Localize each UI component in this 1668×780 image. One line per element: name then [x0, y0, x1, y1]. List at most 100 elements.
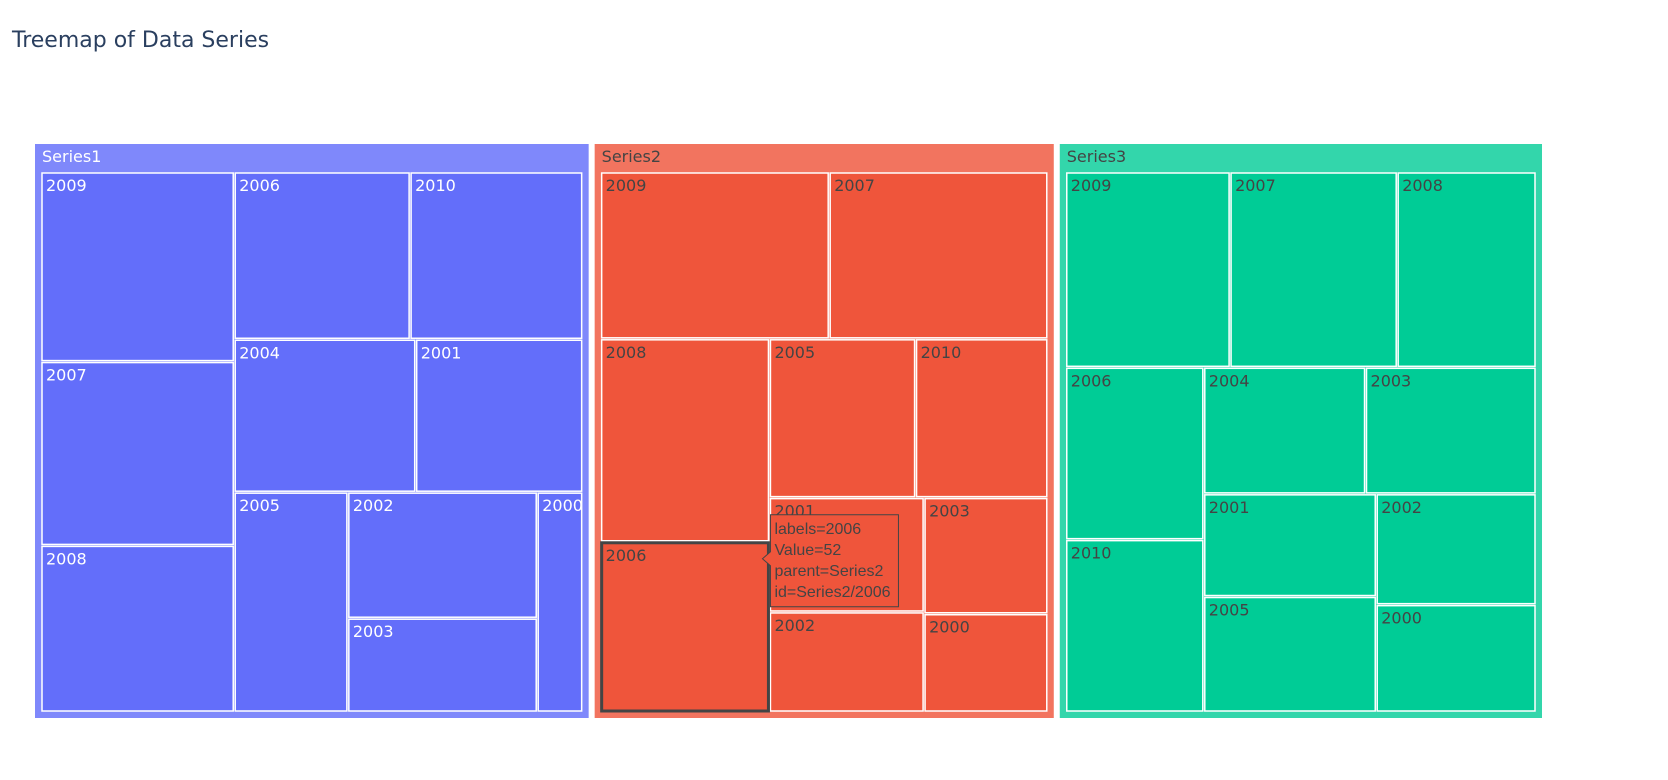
tile-rect[interactable] [1230, 172, 1397, 368]
tooltip-line: parent=Series2 [774, 563, 883, 580]
tile-rect[interactable] [924, 613, 1048, 712]
treemap-tile[interactable]: 2007 [41, 361, 234, 546]
tile-label: 2000 [542, 496, 583, 515]
treemap-tile[interactable]: 2002 [769, 612, 924, 712]
treemap-tile[interactable]: 2009 [600, 172, 829, 339]
tile-label: 2005 [239, 496, 280, 515]
tile-rect[interactable] [600, 172, 829, 339]
tile-rect[interactable] [924, 497, 1048, 614]
tooltip-box [761, 514, 899, 608]
treemap-tile[interactable]: 2002 [348, 492, 537, 618]
tile-rect[interactable] [348, 492, 537, 618]
tile-rect[interactable] [537, 492, 583, 712]
treemap-tile[interactable]: 2008 [1397, 172, 1536, 368]
tile-rect[interactable] [410, 172, 583, 340]
tile-label: 2002 [353, 496, 394, 515]
treemap-tile[interactable]: 2003 [924, 497, 1048, 614]
hover-highlight [600, 541, 770, 713]
tile-label: 2010 [921, 343, 962, 362]
tile-label: 2000 [929, 618, 970, 637]
tile-label: 2004 [239, 343, 280, 362]
tile-rect[interactable] [1397, 172, 1536, 368]
treemap-tile[interactable]: 2007 [829, 172, 1048, 339]
tile-label: 2002 [1381, 498, 1422, 517]
treemap-tile[interactable]: 2008 [600, 339, 770, 542]
tile-label: 2004 [1209, 371, 1250, 390]
tile-label: 2001 [1209, 498, 1250, 517]
tile-rect[interactable] [829, 172, 1048, 339]
tooltip-line: labels=2006 [774, 521, 861, 538]
treemap-tile[interactable]: 2001 [1204, 494, 1376, 597]
tile-label: 2009 [1071, 176, 1112, 195]
treemap-tile[interactable]: 2006 [1066, 367, 1204, 540]
tile-rect[interactable] [41, 545, 234, 712]
tile-rect[interactable] [600, 339, 770, 542]
treemap-tile[interactable]: 2000 [537, 492, 583, 712]
tile-rect[interactable] [600, 542, 770, 712]
tile-label: 2003 [353, 622, 394, 641]
treemap-tile[interactable]: 2007 [1230, 172, 1397, 368]
treemap-parent-series3[interactable]: Series3 2009 2007 2008 2006 2010 2004 2003 2001 2… [1059, 144, 1542, 718]
tile-rect[interactable] [1365, 367, 1536, 494]
tile-rect[interactable] [234, 492, 348, 712]
tile-rect[interactable] [1066, 539, 1204, 712]
hover-tooltip: labels=2006 Value=52 parent=Series2 id=Seri… [761, 514, 899, 608]
tile-label: 2003 [929, 502, 970, 521]
treemap-tile[interactable]: 2006 [234, 172, 410, 340]
treemap-tile[interactable]: 2010 [1066, 539, 1204, 712]
treemap-tile[interactable]: 2009 [41, 172, 234, 362]
tile-rect[interactable] [1376, 604, 1536, 712]
treemap-tile[interactable]: 2005 [234, 492, 348, 712]
treemap-tile[interactable]: 2010 [915, 339, 1048, 498]
treemap-tile[interactable]: 2008 [41, 545, 234, 712]
treemap-tile[interactable]: 2006 [600, 542, 770, 712]
treemap-tile[interactable]: 2004 [1204, 367, 1366, 494]
treemap-tile[interactable]: 2009 [1066, 172, 1230, 368]
tile-label: 2009 [46, 176, 87, 195]
tile-rect[interactable] [1066, 172, 1230, 368]
tile-label: 2005 [1209, 601, 1250, 620]
treemap-tile[interactable]: 2003 [348, 618, 537, 712]
parent-label: Series1 [42, 147, 101, 166]
treemap-tile[interactable]: 2004 [234, 339, 416, 492]
treemap-tile[interactable]: 2000 [924, 613, 1048, 712]
tile-rect[interactable] [348, 618, 537, 712]
tile-label: 2010 [415, 176, 456, 195]
tile-rect[interactable] [1204, 367, 1366, 494]
treemap-tile[interactable]: 2003 [1365, 367, 1536, 494]
tile-label: 2008 [46, 549, 87, 568]
treemap-tile[interactable]: 2001 [415, 339, 583, 492]
tile-rect[interactable] [1066, 367, 1204, 540]
tooltip-line: Value=52 [774, 542, 841, 559]
tile-rect[interactable] [234, 172, 410, 340]
tile-label: 2003 [1371, 371, 1412, 390]
tile-rect[interactable] [1376, 494, 1536, 605]
tile-label: 2006 [1071, 371, 1112, 390]
tile-rect[interactable] [415, 339, 583, 492]
tile-label: 2007 [834, 176, 875, 195]
tile-rect[interactable] [234, 339, 416, 492]
tile-rect[interactable] [769, 339, 916, 498]
tile-rect[interactable] [1204, 494, 1376, 597]
tile-label: 2007 [1235, 176, 1276, 195]
treemap-tile[interactable]: 2005 [1204, 596, 1376, 712]
tile-rect[interactable] [769, 612, 924, 712]
parent-label: Series3 [1067, 147, 1126, 166]
tile-rect[interactable] [41, 361, 234, 546]
tile-rect[interactable] [41, 172, 234, 362]
tile-rect[interactable] [1204, 596, 1376, 712]
treemap-tile[interactable]: 2010 [410, 172, 583, 340]
tile-label: 2010 [1071, 544, 1112, 563]
tile-label: 2002 [774, 616, 815, 635]
tile-label: 2008 [1402, 176, 1443, 195]
tile-label: 2001 [421, 343, 462, 362]
tile-label: 2005 [774, 343, 815, 362]
treemap-tile[interactable]: 2000 [1376, 604, 1536, 712]
treemap-tile[interactable]: 2005 [769, 339, 916, 498]
treemap-tile[interactable]: 2002 [1376, 494, 1536, 605]
chart-title: Treemap of Data Series [12, 28, 270, 53]
tile-rect[interactable] [915, 339, 1048, 498]
treemap-parent-series1[interactable]: Series1 2009 2007 2008 2006 2010 2004 2001 2005 2… [35, 144, 589, 718]
